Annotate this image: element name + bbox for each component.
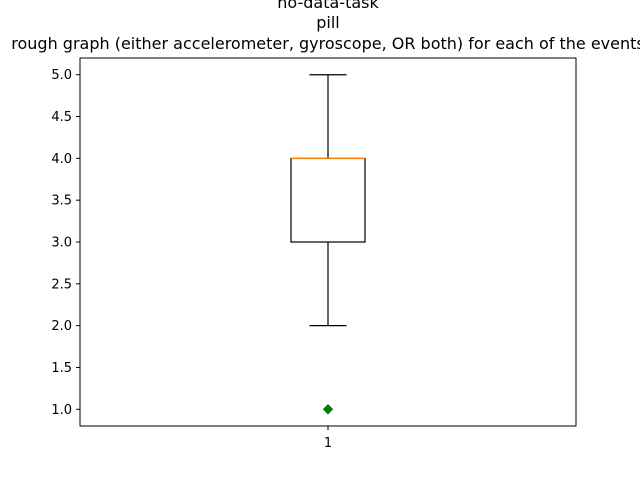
y-tick-label: 3.5 — [51, 194, 72, 209]
x-axis: 1 — [324, 426, 332, 451]
y-tick-label: 4.5 — [51, 110, 72, 125]
y-tick-label: 2.0 — [51, 319, 72, 334]
y-axis: 1.0 1.5 2.0 2.5 3.0 3.5 4.0 4.5 5.0 — [51, 68, 80, 418]
chart-title-line-1: no-data-task — [277, 0, 379, 12]
boxes-layer — [290, 74, 366, 415]
y-tick-label: 3.0 — [51, 236, 72, 251]
y-tick-label: 5.0 — [51, 68, 72, 83]
y-tick-label: 4.0 — [51, 152, 72, 167]
y-tick-label: 2.5 — [51, 277, 72, 292]
y-tick-label: 1.5 — [51, 361, 72, 376]
outlier-point — [322, 404, 334, 415]
chart-title-line-2: pill — [316, 13, 340, 32]
x-tick-label: 1 — [324, 436, 332, 451]
y-tick-label: 1.0 — [51, 403, 72, 418]
chart-title-line-3: rough graph (either accelerometer, gyros… — [11, 34, 640, 53]
iqr-box — [290, 157, 366, 243]
